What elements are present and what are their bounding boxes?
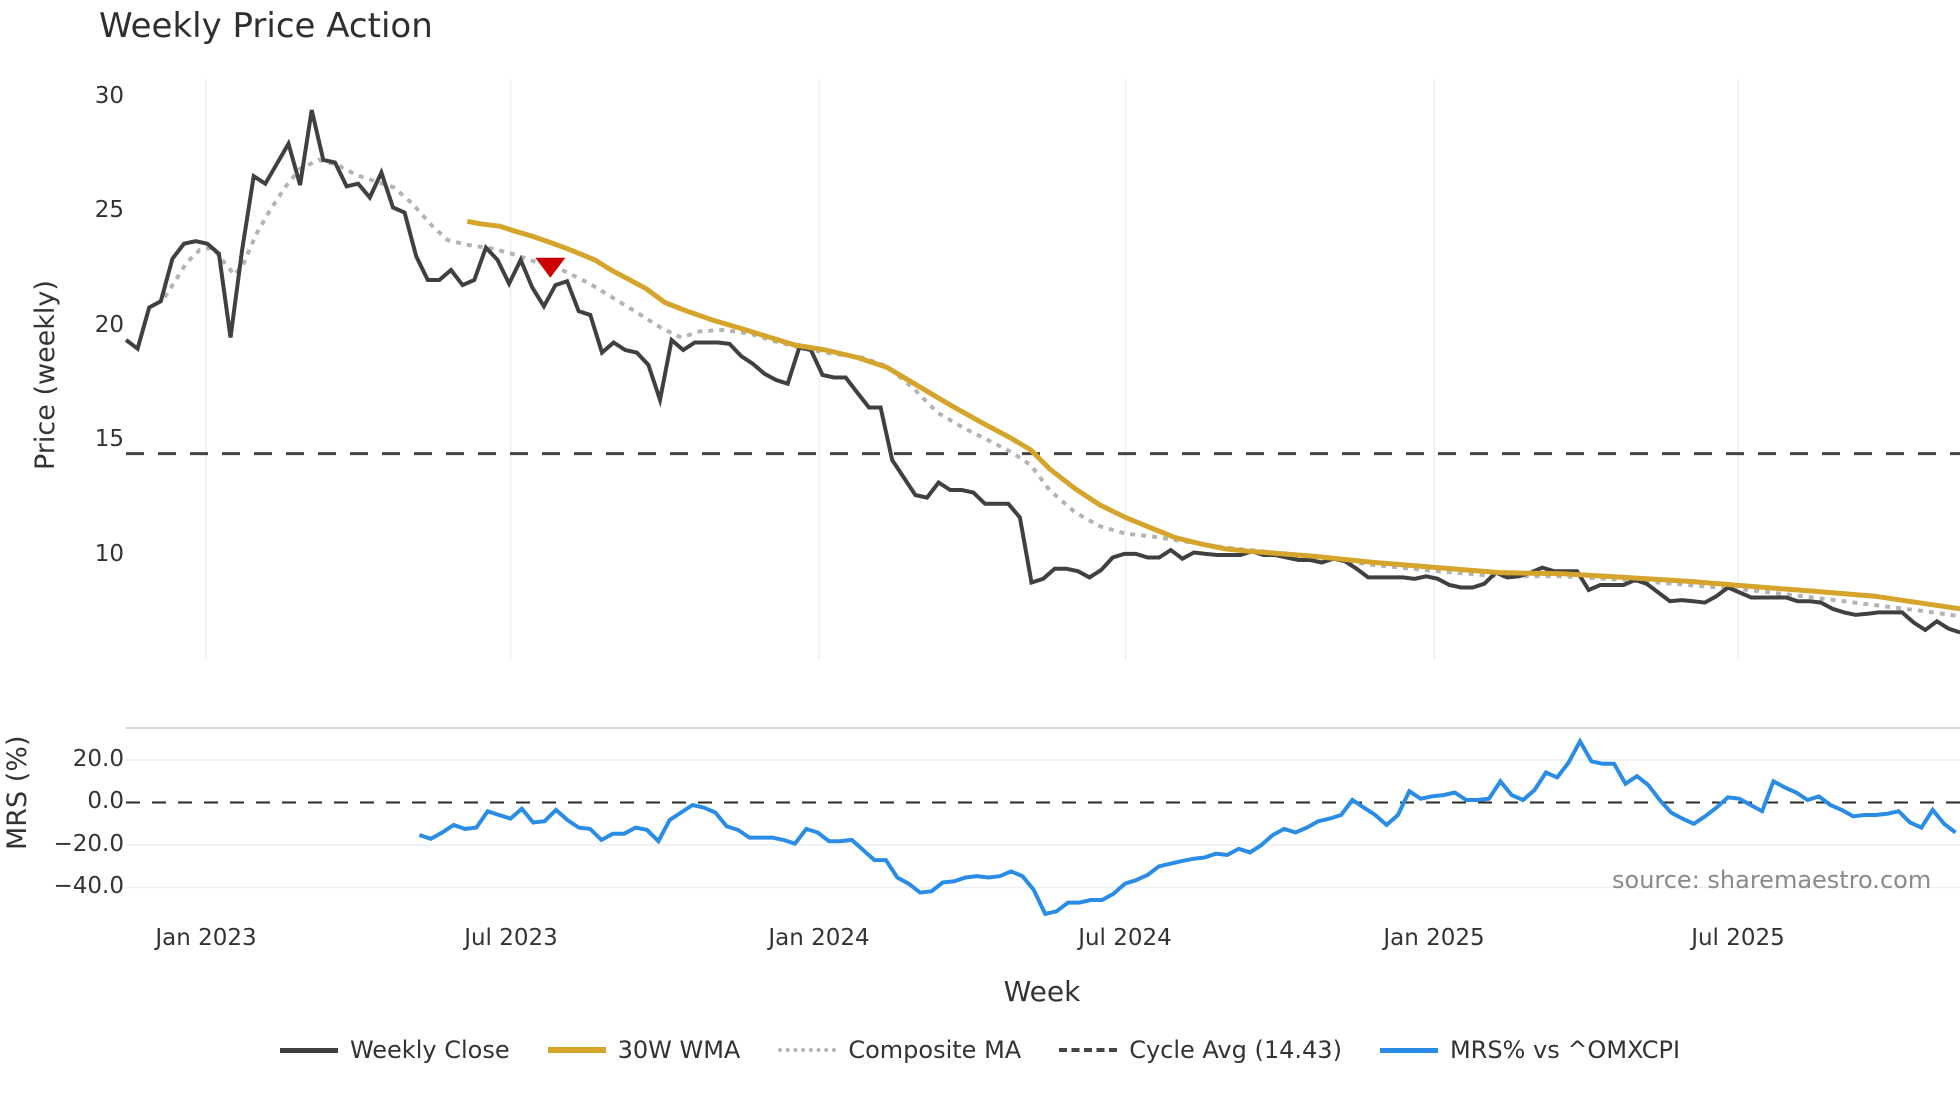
mrs-swatch-icon (1379, 1047, 1438, 1053)
price-ytick: 30 (94, 83, 124, 109)
price-ytick: 10 (94, 541, 124, 567)
composite-ma-swatch-icon (778, 1048, 837, 1052)
legend-item-mrs[interactable]: MRS% vs ^OMXCPI (1362, 1036, 1680, 1064)
source-watermark: source: sharemaestro.com (1612, 866, 1932, 894)
mrs-ytick: 0.0 (87, 788, 124, 814)
wma-30w-line (466, 218, 1960, 612)
mrs-line (418, 737, 1957, 917)
legend-label: MRS% vs ^OMXCPI (1449, 1036, 1681, 1064)
xtick-jul-2024: Jul 2024 (1078, 925, 1172, 951)
price-ytick: 20 (94, 312, 124, 338)
sell-signal-marker-icon (535, 257, 566, 278)
weekly-close-line (124, 109, 1960, 635)
legend-item-cycle-avg[interactable]: Cycle Avg (14.43) (1041, 1036, 1342, 1064)
price-ytick: 15 (94, 426, 124, 452)
composite-ma-line (162, 157, 1960, 619)
legend-label: Composite MA (848, 1036, 1022, 1064)
mrs-ytick: 20.0 (72, 746, 124, 772)
legend: Weekly Close 30W WMA Composite MA Cycle … (0, 1036, 1960, 1064)
legend-label: 30W WMA (617, 1036, 741, 1064)
xtick-jul-2025: Jul 2025 (1691, 925, 1785, 951)
x-axis-label: Week (1003, 975, 1081, 1008)
wma-swatch-icon (547, 1047, 606, 1053)
xtick-jan-2025: Jan 2025 (1383, 925, 1485, 951)
legend-item-weekly-close[interactable]: Weekly Close (279, 1036, 510, 1064)
mrs-axis-label: MRS (%) (2, 735, 33, 851)
xtick-jul-2023: Jul 2023 (464, 925, 558, 951)
chart-title: Weekly Price Action (99, 6, 433, 46)
legend-label: Weekly Close (349, 1036, 510, 1064)
mrs-ytick: −40.0 (53, 873, 124, 899)
legend-item-composite-ma[interactable]: Composite MA (760, 1036, 1021, 1064)
xtick-jan-2023: Jan 2023 (155, 925, 257, 951)
mrs-ytick: −20.0 (53, 831, 124, 857)
gridlines (126, 79, 1960, 889)
weekly-close-swatch-icon (279, 1047, 338, 1053)
price-ytick: 25 (94, 197, 124, 223)
legend-label: Cycle Avg (14.43) (1129, 1036, 1342, 1064)
cycle-avg-swatch-icon (1059, 1048, 1118, 1052)
legend-item-30w-wma[interactable]: 30W WMA (530, 1036, 741, 1064)
xtick-jan-2024: Jan 2024 (768, 925, 870, 951)
